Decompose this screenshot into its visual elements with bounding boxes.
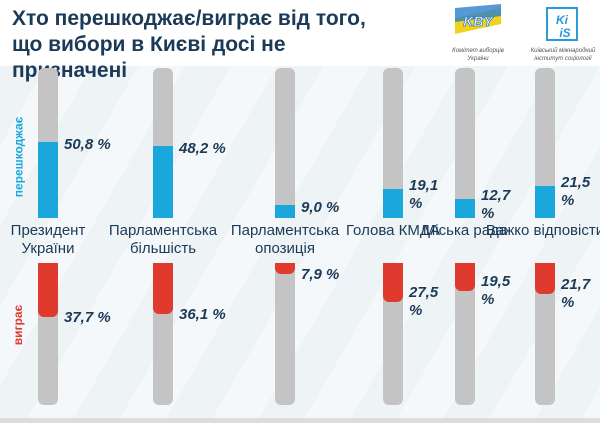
wins-bar <box>38 263 58 317</box>
category-label: Парламентська більшість <box>108 222 218 257</box>
wins-value: 27,5 % <box>409 284 439 320</box>
wins-value: 21,7 % <box>561 275 591 311</box>
wins-value: 37,7 % <box>64 308 111 326</box>
kvu-logo: KBY Комітет виборців України <box>448 4 508 63</box>
obstructs-bar <box>535 185 555 218</box>
obstructs-bar-track <box>383 68 403 218</box>
series-label-wins: виграє <box>11 304 26 346</box>
wins-bar-track <box>275 263 295 405</box>
kiis-caption: Київський міжнародний інститут соціологі… <box>530 48 596 62</box>
svg-text:iS: iS <box>559 26 570 40</box>
category-label: Голова КМДА <box>345 222 441 239</box>
obstructs-value: 19,1 % <box>409 177 439 213</box>
obstructs-bar <box>383 189 403 218</box>
obstructs-bar-track <box>455 68 475 218</box>
wins-bar <box>275 263 295 275</box>
wins-value: 19,5 % <box>481 272 511 308</box>
category-label: Міська рада <box>422 222 508 239</box>
series-label-obstructs: перешкоджає <box>11 116 26 198</box>
wins-bar <box>535 263 555 294</box>
obstructs-bar <box>275 204 295 218</box>
wins-bar <box>153 263 173 315</box>
wins-bar-track <box>455 263 475 405</box>
obstructs-bar <box>38 141 58 218</box>
svg-text:KBY: KBY <box>463 13 494 29</box>
obstructs-value: 50,8 % <box>64 135 111 153</box>
obstructs-value: 48,2 % <box>179 139 226 157</box>
category-label: Парламентська опозиція <box>230 222 340 257</box>
category-label: Президент України <box>10 222 86 257</box>
obstructs-bar <box>455 198 475 218</box>
wins-bar <box>383 263 403 303</box>
background <box>0 66 600 418</box>
category-label: Важко відповісти <box>485 222 600 239</box>
wins-bar-track <box>535 263 555 405</box>
kiis-logo: Ki iS Київський міжнародний інститут соці… <box>528 4 598 63</box>
obstructs-value: 9,0 % <box>301 198 340 216</box>
wins-bar <box>455 263 475 291</box>
obstructs-bar <box>153 145 173 218</box>
footer-strip <box>0 418 600 423</box>
obstructs-bar-track <box>275 68 295 218</box>
wins-value: 36,1 % <box>179 306 226 324</box>
svg-text:Ki: Ki <box>556 13 569 27</box>
wins-value: 7,9 % <box>301 266 340 284</box>
kvu-caption: Комітет виборців України <box>452 48 504 62</box>
obstructs-bar-track <box>535 68 555 218</box>
page-title: Хто перешкоджає/виграє від того, що вибо… <box>12 7 366 82</box>
obstructs-value: 21,5 % <box>561 173 591 209</box>
obstructs-value: 12,7 % <box>481 186 511 222</box>
